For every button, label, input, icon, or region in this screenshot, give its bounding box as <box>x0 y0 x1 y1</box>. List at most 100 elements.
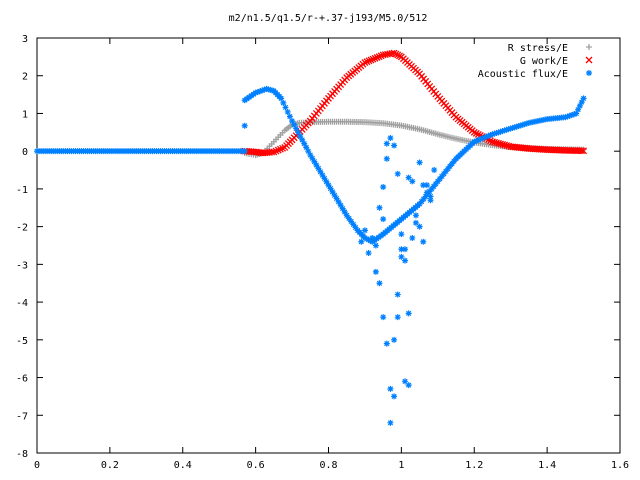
data-point <box>483 133 490 140</box>
tick-labels: 0 0.2 0.4 0.6 0.8 1 1.2 1.4 1.6 3 2 1 0 -1 -2 -3 -4 -5 -6 -… <box>16 34 629 471</box>
data-point <box>376 280 383 287</box>
data-point <box>427 197 434 204</box>
data-series <box>34 49 588 426</box>
data-point <box>372 242 379 249</box>
data-point <box>350 221 357 228</box>
data-point <box>301 140 308 147</box>
x-tick-label: 0.6 <box>247 460 265 471</box>
data-point <box>303 144 310 151</box>
data-point <box>387 385 394 392</box>
data-point <box>475 137 482 144</box>
x-tick-label: 0.8 <box>319 460 337 471</box>
data-point <box>329 188 336 195</box>
data-point <box>519 121 526 128</box>
data-point <box>398 231 405 238</box>
data-point <box>398 253 405 260</box>
data-point <box>481 134 488 141</box>
data-point <box>398 246 405 253</box>
y-tick-label: 2 <box>22 72 28 83</box>
data-point <box>259 87 266 94</box>
data-point <box>472 129 480 137</box>
data-point <box>578 147 585 155</box>
data-point <box>416 159 423 166</box>
data-point <box>523 120 530 127</box>
data-point <box>380 184 387 191</box>
data-point <box>402 246 409 253</box>
data-point <box>573 110 580 117</box>
data-point <box>517 122 524 129</box>
data-point <box>505 126 512 133</box>
data-point <box>319 172 326 179</box>
data-point <box>416 201 423 207</box>
data-point <box>489 131 496 138</box>
data-point <box>497 128 504 135</box>
data-point <box>575 106 582 113</box>
y-tick-label: 0 <box>22 147 28 158</box>
data-point <box>341 208 348 215</box>
data-point <box>315 165 322 172</box>
data-point <box>493 139 500 147</box>
data-point <box>348 218 355 225</box>
data-point <box>477 136 484 143</box>
data-point <box>562 114 569 121</box>
data-point <box>369 55 377 63</box>
data-point <box>405 174 412 181</box>
y-tick-label: -6 <box>16 374 28 385</box>
x-tick-label: 0.2 <box>101 460 119 471</box>
data-point <box>363 235 370 242</box>
data-point <box>372 268 379 275</box>
data-point <box>471 138 478 145</box>
data-point <box>479 135 486 142</box>
x-tick-label: 1.6 <box>611 460 629 471</box>
data-point <box>412 212 419 219</box>
data-point <box>311 158 318 165</box>
data-point <box>436 175 443 182</box>
data-point <box>440 170 447 177</box>
y-tick-label: -1 <box>16 185 28 196</box>
data-point <box>499 141 507 148</box>
data-point <box>284 108 291 115</box>
y-tick-label: 3 <box>22 34 28 45</box>
data-point <box>383 340 390 347</box>
data-point <box>325 182 332 189</box>
data-point <box>391 336 398 343</box>
legend-label: Acoustic flux/E <box>478 69 568 80</box>
y-tick-label: 1 <box>22 109 28 120</box>
data-point <box>402 257 409 264</box>
data-point <box>409 178 416 185</box>
data-point <box>495 129 502 136</box>
data-point <box>430 183 437 190</box>
data-point <box>361 227 368 234</box>
data-point <box>375 53 383 61</box>
data-point <box>405 382 412 389</box>
data-point <box>317 168 324 175</box>
chart-title: m2/n1.5/q1.5/r-+.37-j193/M5.0/512 <box>229 13 428 24</box>
data-point <box>339 205 346 212</box>
data-point <box>503 126 510 133</box>
data-point <box>343 212 350 219</box>
data-point <box>576 102 583 109</box>
data-point <box>241 122 248 129</box>
series-1 <box>241 49 588 157</box>
data-point <box>426 188 433 195</box>
data-point <box>491 130 498 137</box>
x-tick-label: 0 <box>34 460 40 471</box>
data-point <box>383 140 390 147</box>
series-2 <box>34 85 587 245</box>
data-point <box>420 238 427 245</box>
data-point <box>489 138 496 146</box>
data-point <box>431 167 438 174</box>
data-point <box>369 234 376 241</box>
data-point <box>321 175 328 182</box>
series-3 <box>358 134 438 426</box>
data-point <box>371 54 379 62</box>
data-point <box>291 121 298 128</box>
data-point <box>487 132 494 139</box>
data-point <box>299 136 306 143</box>
legend-label: G work/E <box>520 56 568 67</box>
data-point <box>438 173 445 180</box>
data-point <box>297 133 304 140</box>
y-tick-label: -3 <box>16 260 28 271</box>
data-point <box>305 148 312 155</box>
